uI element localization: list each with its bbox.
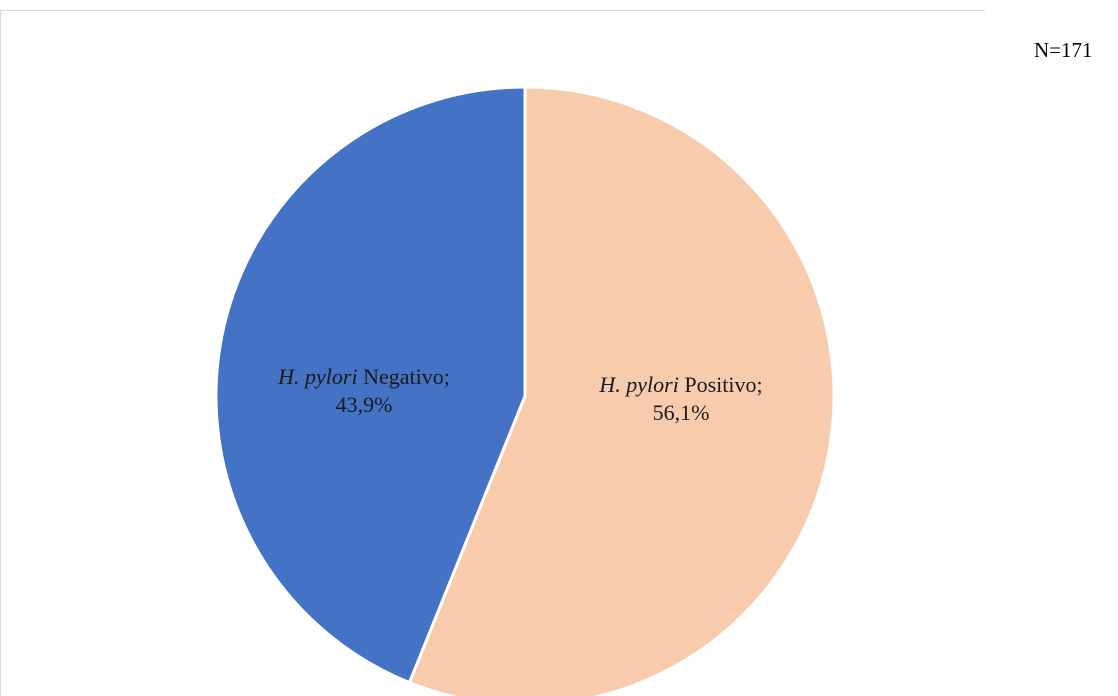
slice-category-suffix: Positivo; bbox=[679, 372, 763, 397]
pie-labels: H. pylori Positivo; 56,1% H. pylori Negati… bbox=[277, 364, 762, 425]
pie-slice-0 bbox=[407, 85, 836, 696]
chart-area bbox=[0, 10, 985, 696]
slice-value-label: 56,1% bbox=[653, 400, 710, 425]
sample-size-note: N=171 bbox=[1034, 38, 1093, 62]
pie-slice-label-1: H. pylori Negativo; 43,9% bbox=[277, 364, 450, 417]
slice-category-name: H. pylori bbox=[277, 364, 357, 389]
pie-slice-label-0: H. pylori Positivo; 56,1% bbox=[598, 372, 762, 425]
pie-slices bbox=[214, 85, 836, 696]
pie-slice-1 bbox=[214, 85, 527, 685]
slice-value-label: 43,9% bbox=[336, 392, 393, 417]
slice-category-name: H. pylori bbox=[598, 372, 678, 397]
slice-category-suffix: Negativo; bbox=[358, 364, 450, 389]
